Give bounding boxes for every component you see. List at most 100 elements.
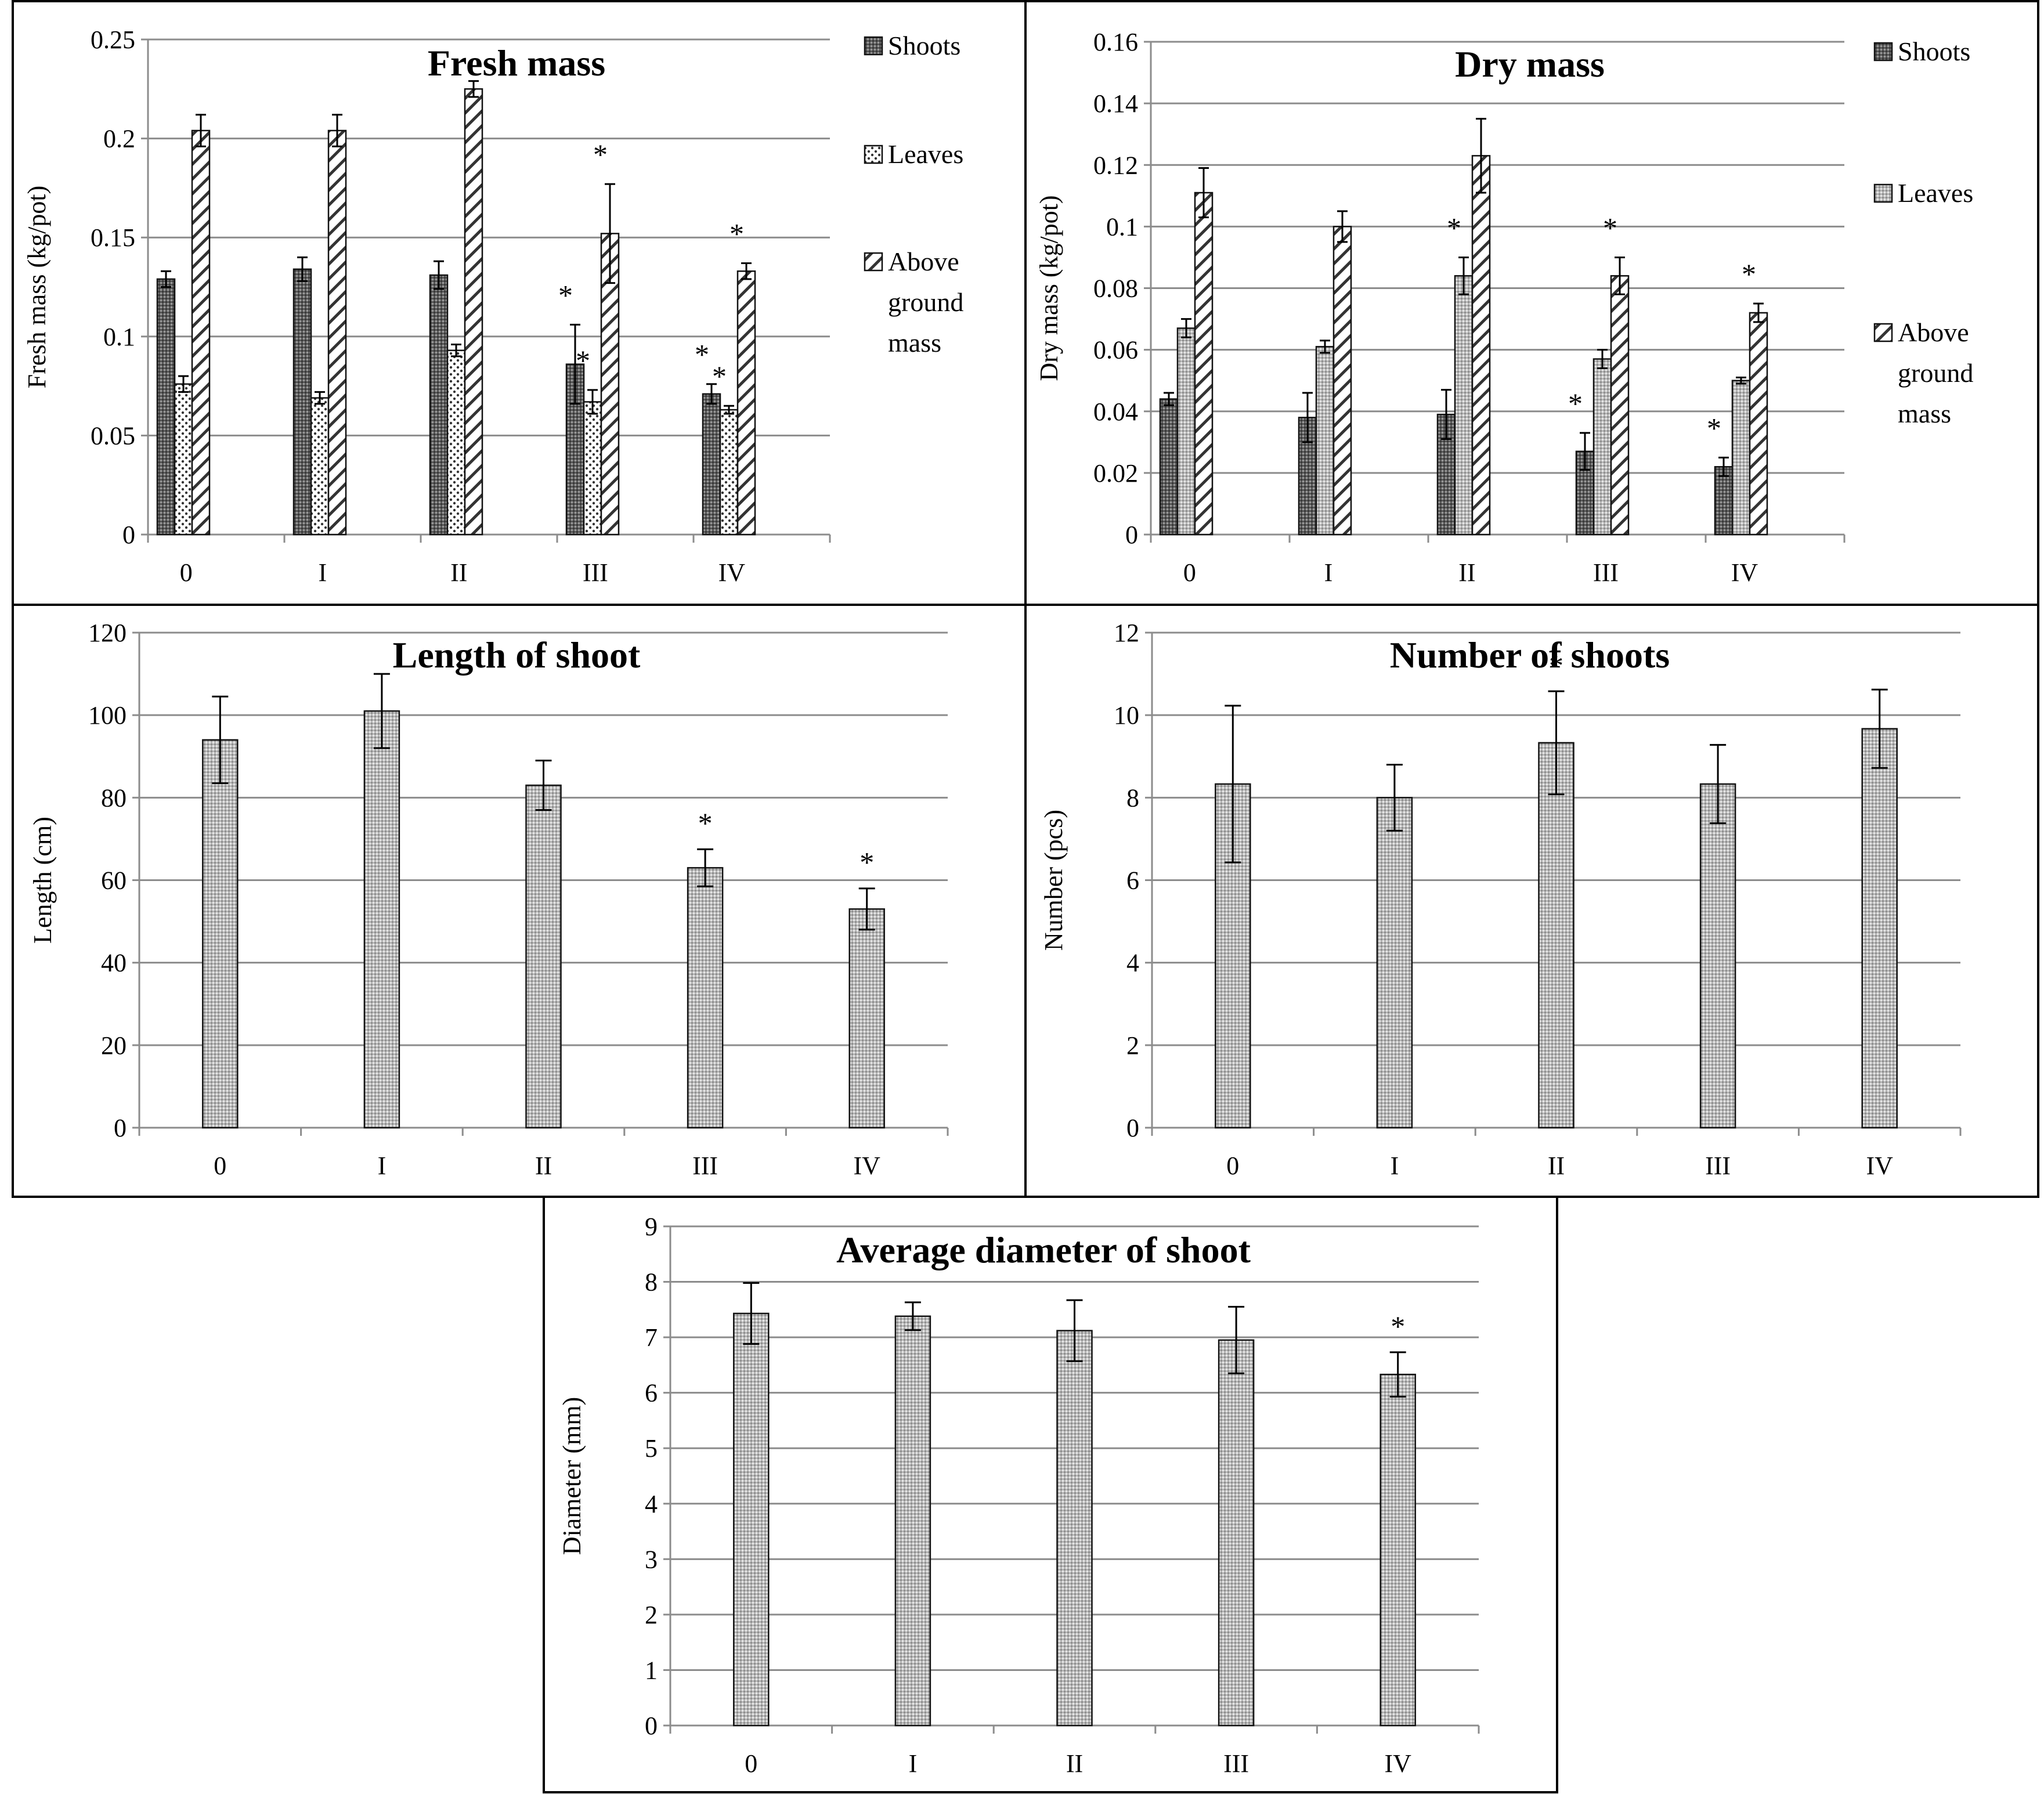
y-tick-label: 2 bbox=[645, 1601, 658, 1629]
legend-label: mass bbox=[888, 328, 941, 358]
x-tick-label: IV bbox=[1731, 558, 1758, 587]
bar bbox=[1056, 1330, 1093, 1727]
x-tick-label: 0 bbox=[745, 1749, 757, 1778]
significance-star: * bbox=[698, 807, 713, 839]
x-tick-label: II bbox=[450, 558, 467, 587]
y-tick-label: 0 bbox=[122, 521, 135, 549]
chart-fresh-mass: 00.050.10.150.20.250 I II III IV*** ***Fresh … bbox=[23, 26, 963, 587]
bar bbox=[202, 739, 239, 1129]
chart-title: Fresh mass bbox=[428, 42, 605, 84]
y-tick-label: 0 bbox=[114, 1114, 127, 1142]
y-tick-label: 5 bbox=[645, 1434, 658, 1463]
y-tick-label: 100 bbox=[88, 701, 127, 730]
chart-title: Average diameter of shoot bbox=[836, 1229, 1251, 1270]
bar bbox=[1714, 466, 1734, 536]
bar bbox=[1610, 275, 1630, 536]
y-tick-label: 0.1 bbox=[1106, 212, 1138, 241]
y-tick-label: 40 bbox=[101, 949, 127, 977]
bar bbox=[174, 383, 193, 536]
y-tick-label: 0.04 bbox=[1093, 398, 1138, 426]
chart-title: Length of shoot bbox=[393, 634, 641, 676]
bar bbox=[363, 710, 400, 1129]
bar bbox=[327, 129, 347, 536]
x-tick-label: III bbox=[1705, 1152, 1731, 1180]
x-tick-label: 0 bbox=[180, 558, 193, 587]
y-tick-label: 6 bbox=[1126, 867, 1139, 895]
x-tick-label: III bbox=[1223, 1749, 1249, 1778]
bar bbox=[1376, 797, 1413, 1129]
significance-star: * bbox=[1447, 211, 1461, 244]
bar bbox=[1592, 358, 1612, 536]
x-tick-label: 0 bbox=[1183, 558, 1196, 587]
significance-star: * bbox=[558, 279, 573, 311]
significance-star: * bbox=[1707, 411, 1721, 444]
bar bbox=[1379, 1373, 1416, 1727]
y-tick-label: 0.02 bbox=[1093, 459, 1138, 488]
x-tick-label: 0 bbox=[1226, 1152, 1239, 1180]
bar bbox=[429, 274, 449, 536]
bar bbox=[191, 129, 211, 536]
y-tick-label: 7 bbox=[645, 1323, 658, 1352]
y-tick-label: 80 bbox=[101, 784, 127, 812]
significance-star: * bbox=[1549, 649, 1563, 681]
y-axis-label: Number (pcs) bbox=[1039, 810, 1068, 951]
x-tick-label: IV bbox=[718, 558, 746, 587]
y-tick-label: 0.12 bbox=[1093, 151, 1138, 179]
x-tick-label: IV bbox=[1384, 1749, 1411, 1778]
bar bbox=[687, 867, 724, 1129]
x-tick-label: III bbox=[1593, 558, 1619, 587]
bar bbox=[464, 88, 483, 536]
x-tick-label: I bbox=[1324, 558, 1333, 587]
y-tick-label: 0.25 bbox=[91, 26, 135, 54]
legend-swatch bbox=[864, 252, 883, 272]
y-tick-label: 0.06 bbox=[1093, 336, 1138, 364]
bar bbox=[525, 784, 562, 1129]
y-tick-label: 1 bbox=[645, 1656, 658, 1684]
y-axis-label: Diameter (mm) bbox=[558, 1397, 586, 1555]
y-tick-label: 120 bbox=[88, 619, 127, 647]
significance-star: * bbox=[576, 344, 590, 377]
y-axis-label: Fresh mass (kg/pot) bbox=[23, 186, 51, 389]
significance-star: * bbox=[1391, 1310, 1405, 1342]
significance-star: * bbox=[860, 846, 874, 879]
y-tick-label: 4 bbox=[1126, 949, 1139, 977]
y-tick-label: 8 bbox=[645, 1268, 658, 1297]
significance-star: * bbox=[730, 218, 744, 250]
legend-swatch bbox=[864, 36, 883, 56]
bar bbox=[156, 278, 176, 536]
bar bbox=[1699, 783, 1736, 1129]
significance-star: * bbox=[593, 138, 608, 171]
chart-dry-mass: 00.020.040.060.080.10.120.140.160 I II III I… bbox=[1035, 28, 1973, 587]
bar bbox=[292, 268, 312, 536]
y-tick-label: 12 bbox=[1114, 619, 1139, 647]
x-tick-label: I bbox=[1391, 1152, 1399, 1180]
y-tick-label: 0.16 bbox=[1093, 28, 1138, 56]
panel-frame-average-diameter bbox=[543, 1196, 1558, 1793]
y-tick-label: 0.14 bbox=[1093, 89, 1138, 118]
bar bbox=[1471, 155, 1491, 536]
y-tick-label: 0 bbox=[1126, 1114, 1139, 1142]
legend-label: ground bbox=[888, 287, 963, 317]
bar bbox=[1861, 728, 1898, 1129]
bar bbox=[1538, 742, 1574, 1129]
chart-title: Dry mass bbox=[1455, 44, 1605, 85]
legend-label: Leaves bbox=[888, 139, 963, 169]
y-tick-label: 0 bbox=[645, 1712, 658, 1740]
y-tick-label: 4 bbox=[645, 1490, 658, 1518]
y-tick-label: 0.2 bbox=[103, 125, 135, 153]
y-tick-label: 6 bbox=[645, 1379, 658, 1407]
legend-label: Above bbox=[1898, 317, 1969, 347]
chart-title: Number of shoots bbox=[1390, 634, 1670, 676]
significance-star: * bbox=[1742, 258, 1756, 290]
bar bbox=[1159, 398, 1179, 536]
bar bbox=[1749, 312, 1768, 536]
y-tick-label: 0 bbox=[1125, 521, 1138, 549]
x-tick-label: I bbox=[318, 558, 327, 587]
legend-label: Shoots bbox=[888, 31, 960, 60]
x-tick-label: 0 bbox=[214, 1152, 226, 1180]
bar bbox=[736, 270, 756, 536]
x-tick-label: I bbox=[378, 1152, 387, 1180]
x-tick-label: I bbox=[909, 1749, 918, 1778]
